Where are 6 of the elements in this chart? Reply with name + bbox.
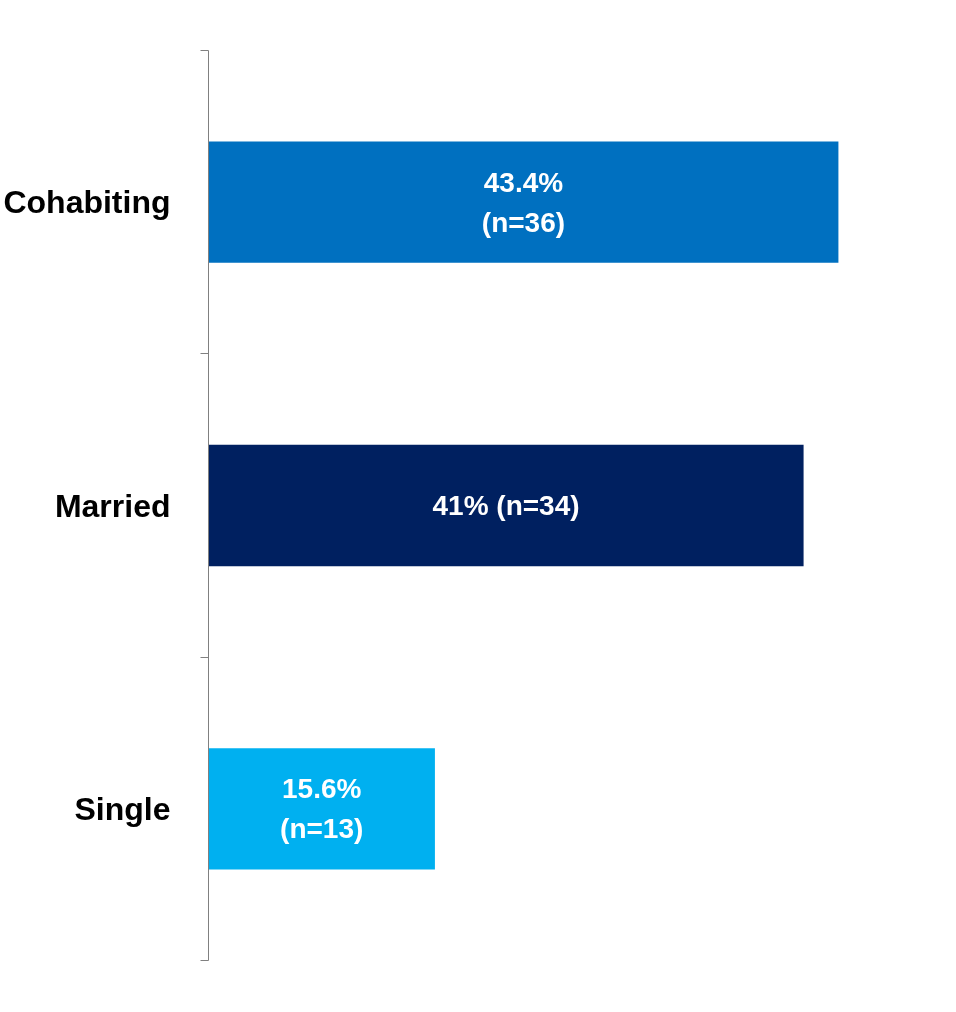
y-tick-label: Cohabiting	[3, 184, 171, 221]
data-label: 41% (n=34)	[432, 490, 580, 521]
data-label: 15.6% (n=13)	[280, 773, 364, 845]
data-label: 43.4% (n=36)	[481, 166, 566, 238]
y-tick-label: Single	[74, 790, 171, 827]
y-tick-label: Married	[54, 487, 171, 524]
